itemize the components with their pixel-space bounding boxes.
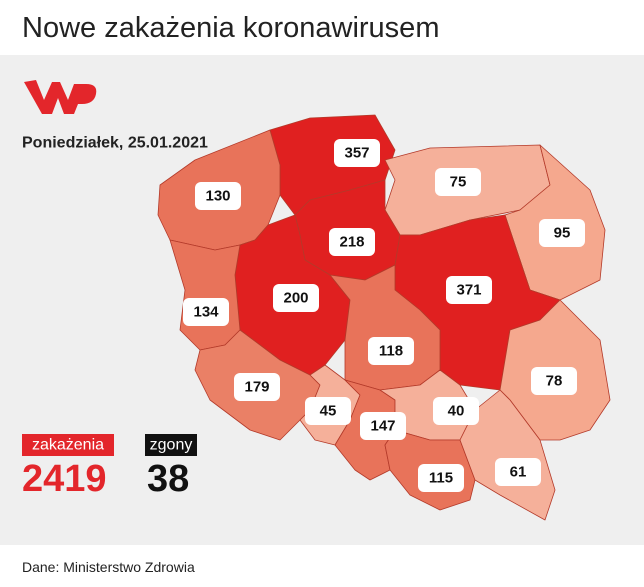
region-label-box <box>446 276 492 304</box>
region-label: 118 <box>379 343 403 360</box>
region-label-box <box>435 168 481 196</box>
region-label-box <box>329 228 375 256</box>
region-label-box <box>305 397 351 425</box>
cases-value: 2419 <box>22 458 107 500</box>
region-label-box <box>495 458 541 486</box>
cases-badge <box>22 434 114 456</box>
region-label: 218 <box>339 234 364 251</box>
deaths-badge <box>145 434 197 456</box>
region-label: 40 <box>448 403 465 420</box>
region-label: 45 <box>320 403 337 420</box>
region-label-box <box>360 412 406 440</box>
date: Poniedziałek, 25.01.2021 <box>22 135 208 152</box>
region-label-box <box>334 139 380 167</box>
region-label-box <box>539 219 585 247</box>
region-label: 115 <box>429 470 453 487</box>
title: Nowe zakażenia koronawirusem <box>22 12 439 44</box>
region-label: 134 <box>193 304 219 321</box>
region-label: 371 <box>456 282 481 299</box>
region-label: 75 <box>450 174 467 191</box>
region-label-box <box>531 367 577 395</box>
region-label-box <box>368 337 414 365</box>
deaths-value: 38 <box>147 458 189 500</box>
cases-label: zakażenia <box>32 437 104 454</box>
region-label-box <box>183 298 229 326</box>
region-label-box <box>234 373 280 401</box>
region-label: 357 <box>344 145 369 162</box>
region-label: 78 <box>546 373 563 390</box>
region-label: 61 <box>510 464 527 481</box>
deaths-label: zgony <box>150 437 193 454</box>
region-label: 95 <box>554 225 571 242</box>
region-label: 130 <box>205 188 230 205</box>
region <box>459 389 556 521</box>
region-label: 200 <box>283 290 308 307</box>
region-label: 147 <box>370 418 395 435</box>
logo <box>24 80 97 114</box>
region-label-box <box>195 182 241 210</box>
region-label: 179 <box>244 379 269 396</box>
region-label-box <box>418 464 464 492</box>
region-label-box <box>273 284 319 312</box>
region-label-box <box>433 397 479 425</box>
source: Dane: Ministerstwo Zdrowia <box>22 559 195 575</box>
